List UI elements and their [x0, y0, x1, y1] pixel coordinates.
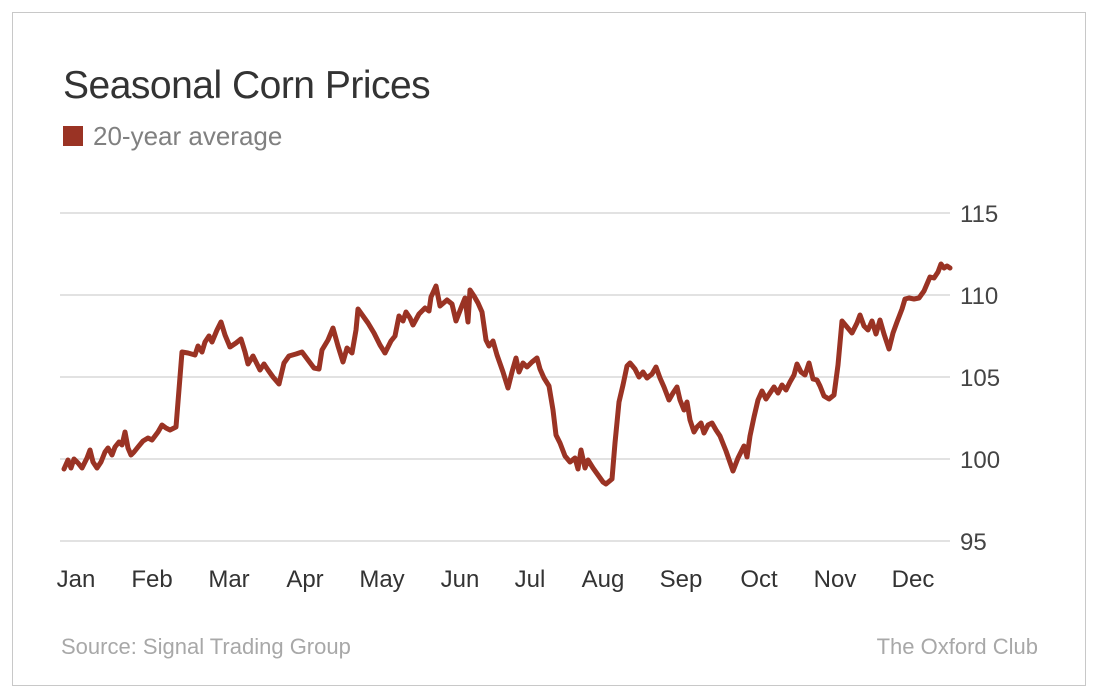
- source-credit: Source: Signal Trading Group: [61, 634, 351, 659]
- x-tick: Jan: [57, 566, 96, 593]
- y-tick: 100: [960, 447, 1000, 474]
- legend-swatch-icon: [63, 126, 83, 146]
- x-tick: Sep: [660, 566, 703, 593]
- x-tick: Apr: [286, 566, 323, 593]
- x-tick: May: [359, 566, 404, 593]
- chart-title: Seasonal Corn Prices: [63, 64, 431, 107]
- legend-label: 20-year average: [93, 120, 283, 151]
- x-tick: Feb: [131, 566, 172, 593]
- x-tick: Nov: [814, 566, 857, 593]
- y-tick: 105: [960, 365, 1000, 392]
- chart-card: [12, 12, 1086, 686]
- y-tick: 95: [960, 529, 987, 556]
- y-axis: 115 110 105 100 95: [960, 201, 1000, 556]
- brand-credit: The Oxford Club: [876, 634, 1038, 659]
- x-axis: Jan Feb Mar Apr May Jun Jul Aug Sep Oct …: [57, 566, 935, 593]
- y-tick: 110: [960, 283, 998, 310]
- gridlines: [60, 212, 950, 542]
- x-tick: Aug: [582, 566, 625, 593]
- x-tick: Dec: [892, 566, 935, 593]
- x-tick: Jun: [441, 566, 480, 593]
- series-line-20-year-average: [61, 261, 953, 487]
- x-tick: Jul: [515, 566, 546, 593]
- x-tick: Oct: [740, 566, 778, 593]
- legend: 20-year average: [63, 120, 282, 152]
- x-tick: Mar: [208, 566, 249, 593]
- y-tick: 115: [960, 201, 998, 228]
